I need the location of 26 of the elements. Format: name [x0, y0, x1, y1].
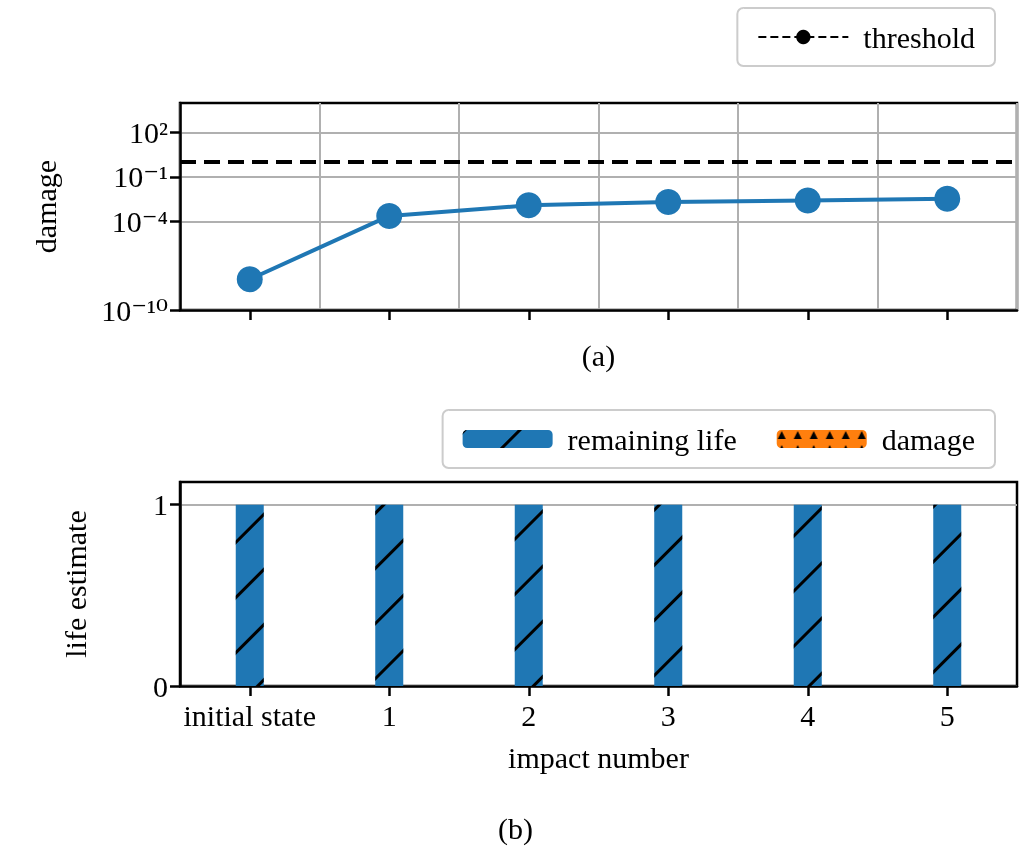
y-tick-label: 0: [153, 669, 168, 703]
point: [794, 187, 821, 214]
y-tick-label: 10⁻¹⁰: [101, 293, 168, 327]
point: [655, 189, 682, 216]
y-tick-label: 10⁻⁴: [111, 204, 168, 238]
y-tick-label: 1: [153, 488, 168, 522]
x-tick-label: 4: [800, 698, 816, 732]
point: [376, 202, 403, 229]
text: (b): [498, 811, 533, 846]
point: [236, 266, 263, 293]
y-tick-label: 10⁻¹: [113, 160, 168, 194]
y-axis-title: life estimate: [58, 510, 92, 658]
x-tick-label: 5: [939, 698, 955, 732]
legend-label: damage: [881, 422, 975, 456]
x-tick-label: 1: [381, 698, 397, 732]
x-tick-label: 3: [660, 698, 676, 732]
point: [934, 185, 961, 212]
legend-label: remaining life: [567, 422, 737, 456]
y-axis-title: damage: [28, 159, 62, 254]
x-tick-label: initial state: [183, 698, 316, 732]
legend-label: threshold: [863, 20, 976, 54]
point: [515, 192, 542, 219]
x-axis-title: (a): [581, 338, 616, 373]
x-tick-label: 2: [521, 698, 537, 732]
y-tick-label: 10²: [129, 116, 168, 150]
x-axis-title: impact number: [508, 740, 689, 774]
